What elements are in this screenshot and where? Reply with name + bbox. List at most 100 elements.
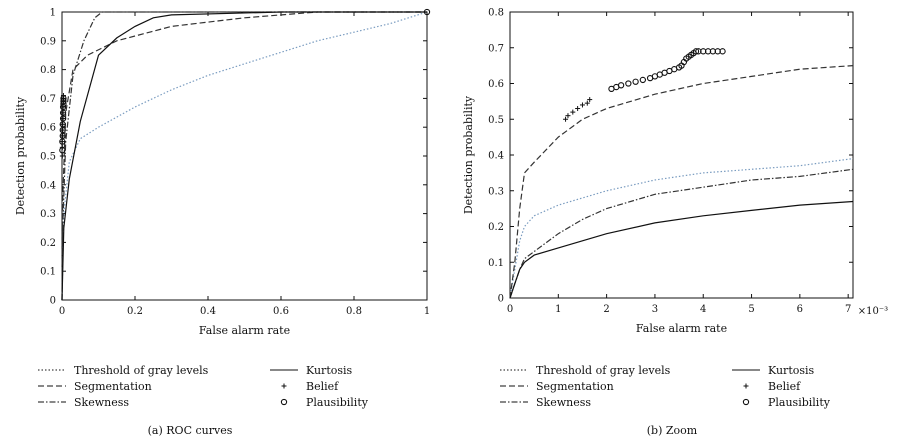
belief-point [60, 127, 66, 133]
series-line-threshold-of-gray-levels [509, 158, 854, 299]
plausibility-point [639, 76, 647, 84]
plot-frame [61, 11, 428, 301]
plausibility-point [632, 78, 639, 85]
belief-point [565, 113, 571, 119]
legend-item: Threshold of gray levels [500, 364, 671, 377]
plausibility-point [719, 48, 726, 55]
legend-item: Skewness [38, 396, 129, 409]
y-tick-label: 0.6 [40, 123, 56, 134]
series-line-threshold-of-gray-levels [61, 11, 428, 301]
legend-item: Threshold of gray levels [38, 364, 209, 377]
x-tick-label: 3 [652, 304, 658, 315]
belief-point [570, 109, 576, 115]
x-tick-label: 0.4 [200, 306, 216, 317]
y-tick-label: 0.5 [488, 115, 504, 126]
roc-curves-plot: 0 0.2 0.4 0.6 0.8 1 0 0.1 0.2 0.3 0.4 0.5 0.6 0.7 0.8 0… [14, 8, 430, 438]
legend-label: Plausibility [768, 396, 831, 409]
plausibility-point [625, 80, 632, 87]
plausibility-point [60, 98, 67, 105]
legend: Threshold of gray levels Segmentation Skew… [500, 364, 831, 409]
series-line-skewness [509, 168, 854, 299]
legend-label: Belief [306, 380, 339, 393]
plot-frame [509, 11, 854, 299]
legend-label: Skewness [74, 396, 129, 409]
x-tick-label: 1 [424, 306, 430, 317]
legend-swatch [280, 398, 288, 406]
legend-label: Kurtosis [306, 364, 353, 377]
x-tick-label: 4 [700, 304, 706, 315]
plausibility-point [59, 132, 66, 139]
x-axis-label: False alarm rate [199, 324, 290, 337]
y-tick-label: 0.4 [488, 151, 504, 162]
plausibility-point [59, 121, 66, 128]
belief-point [59, 139, 65, 145]
legend-item: Plausibility [742, 396, 831, 409]
plausibility-point [692, 48, 700, 55]
legend-label: Segmentation [74, 380, 152, 393]
belief-point [579, 102, 585, 108]
y-tick-label: 1 [50, 8, 56, 19]
legend-item: Belief [743, 380, 801, 393]
y-tick-label: 0.8 [488, 8, 504, 19]
belief-point [587, 97, 593, 103]
x-tick-label: 5 [748, 304, 754, 315]
x-scale-label: ×10⁻³ [858, 306, 888, 317]
subplot-caption: (b) Zoom [647, 424, 698, 437]
belief-point [575, 106, 581, 112]
x-tick-label: 0.8 [346, 306, 362, 317]
plausibility-point [59, 103, 67, 111]
series-line-segmentation [509, 65, 854, 299]
belief-point [60, 133, 66, 139]
legend: Threshold of gray levels Segmentation Skew… [38, 364, 369, 409]
legend-label: Skewness [536, 396, 591, 409]
y-tick-label: 0.5 [40, 152, 56, 163]
series-line-skewness [61, 11, 427, 301]
belief-point [60, 121, 66, 127]
plausibility-point [59, 126, 66, 134]
plausibility-point [59, 115, 67, 122]
zoom-plot: 0 1 2 3 4 5 6 7 0 0.1 0.2 0.3 0.4 0.5 0.6 0.7 0.8 False a… [462, 8, 888, 438]
belief-point [60, 110, 66, 116]
y-tick-label: 0.2 [40, 238, 56, 249]
x-tick-label: 0 [507, 304, 513, 315]
belief-point [563, 116, 569, 122]
legend-item: Kurtosis [270, 364, 353, 377]
legend-label: Belief [768, 380, 801, 393]
series-line-segmentation [61, 11, 427, 301]
y-tick-label: 0.4 [40, 180, 56, 191]
subplot-caption: (a) ROC curves [148, 424, 233, 437]
x-axis-label: False alarm rate [636, 322, 727, 335]
x-tick-label: 6 [797, 304, 803, 315]
y-tick-label: 0.8 [40, 65, 56, 76]
plausibility-point [59, 147, 66, 154]
legend-item: Plausibility [280, 396, 369, 409]
legend-item: Segmentation [500, 380, 614, 393]
y-tick-label: 0.9 [40, 36, 56, 47]
belief-point [60, 116, 66, 122]
plausibility-point [60, 95, 67, 102]
y-tick-label: 0.1 [488, 258, 504, 269]
y-tick-label: 0.1 [40, 267, 56, 278]
series-line-kurtosis [61, 11, 427, 301]
plausibility-point [617, 82, 625, 89]
legend-label: Plausibility [306, 396, 369, 409]
plausibility-point [59, 109, 67, 116]
legend-swatch [742, 398, 750, 406]
y-tick-label: 0 [498, 294, 504, 305]
legend-item: Segmentation [38, 380, 152, 393]
x-tick-label: 7 [845, 304, 851, 315]
y-tick-label: 0.3 [40, 209, 56, 220]
x-tick-label: 0.2 [127, 306, 143, 317]
y-tick-label: 0.6 [488, 79, 504, 90]
y-tick-label: 0.2 [488, 222, 504, 233]
belief-point [59, 153, 65, 159]
legend-item: Skewness [500, 396, 591, 409]
x-tick-label: 0.6 [273, 306, 289, 317]
series-line-kurtosis [509, 200, 854, 299]
legend-label: Kurtosis [768, 364, 815, 377]
x-tick-label: 2 [603, 304, 609, 315]
legend-item: Belief [281, 380, 339, 393]
x-tick-label: 1 [555, 304, 561, 315]
y-tick-label: 0.7 [40, 94, 56, 105]
